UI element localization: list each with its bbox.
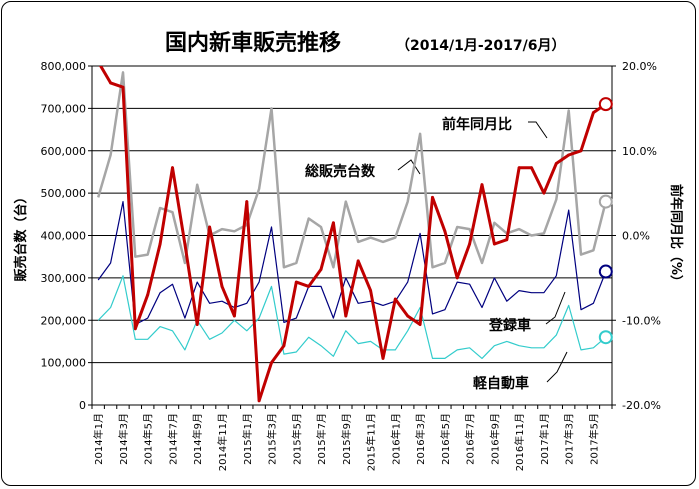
data-point — [270, 361, 273, 365]
data-point — [282, 344, 286, 348]
series-line-前年同月比 — [98, 66, 607, 403]
data-point — [146, 293, 150, 297]
series-line-軽自動車 — [97, 275, 607, 359]
data-point — [592, 111, 595, 115]
x-tick-label: 2014年11月 — [216, 413, 229, 471]
x-tick-label: 2015年9月 — [340, 413, 353, 465]
x-tick-label: 2015年1月 — [241, 413, 254, 465]
y-tick-label-right: -10.0% — [622, 314, 661, 327]
data-point — [579, 149, 583, 153]
y-tick-label-left: 300,000 — [41, 272, 87, 285]
x-tick-label: 2014年7月 — [166, 413, 179, 465]
label-yoy: 前年同月比 — [442, 116, 512, 133]
y-tick-label-right: 0.0% — [622, 230, 650, 243]
y-tick-label-left: 200,000 — [41, 314, 87, 327]
x-tick-label: 2015年7月 — [315, 413, 328, 465]
data-point — [418, 323, 422, 326]
x-tick-label: 2016年7月 — [464, 413, 477, 465]
y-tick-label-left: 500,000 — [41, 187, 87, 200]
data-point — [344, 314, 348, 318]
data-point — [406, 314, 410, 318]
data-point — [492, 242, 496, 246]
data-point — [332, 221, 335, 225]
x-tick-label: 2016年5月 — [439, 413, 452, 465]
y-tick-label-left: 800,000 — [41, 60, 87, 73]
data-point — [294, 280, 298, 284]
data-point — [393, 297, 397, 301]
x-tick-label: 2014年1月 — [92, 413, 105, 465]
label-kei: 軽自動車 — [473, 375, 529, 392]
end-marker-前年同月比 — [598, 97, 613, 112]
data-point — [133, 327, 137, 331]
data-point — [195, 323, 199, 326]
data-point — [431, 195, 434, 199]
data-point — [468, 242, 472, 246]
series-group — [97, 60, 608, 403]
leader-kei — [546, 351, 568, 383]
data-point — [121, 85, 125, 89]
data-point — [554, 162, 558, 165]
y-tick-label-left: 100,000 — [41, 357, 87, 370]
leader-total — [397, 159, 421, 175]
y-tick-label-left: 600,000 — [41, 145, 87, 158]
x-tick-label: 2016年3月 — [414, 413, 427, 465]
data-point — [480, 183, 484, 187]
data-point — [257, 399, 261, 403]
y-tick-label-left: 400,000 — [41, 230, 87, 243]
chart-subtitle: （2014/1月-2017/6月） — [396, 38, 565, 54]
label-total-sales: 総販売台数 — [305, 163, 376, 180]
x-tick-label: 2014年3月 — [117, 413, 130, 465]
data-point — [567, 153, 571, 157]
y-axis-title-right: 前年同月比（%） — [668, 184, 684, 288]
x-tick-label: 2014年9月 — [191, 413, 204, 465]
x-tick-label: 2014年5月 — [142, 413, 155, 465]
data-point — [220, 284, 224, 288]
plot-area: 0 100,000 200,000 300,000 400,000 500,000 600,… — [41, 60, 661, 471]
data-point — [109, 81, 112, 85]
end-marker-登録車 — [598, 264, 613, 279]
data-point — [319, 268, 323, 271]
x-tick-label: 2017年3月 — [563, 413, 576, 465]
data-point — [369, 289, 372, 292]
x-tick-label: 2017年5月 — [587, 413, 600, 465]
data-point — [517, 166, 521, 170]
data-point — [443, 229, 447, 233]
data-point — [307, 284, 311, 288]
data-point — [505, 238, 509, 242]
leader-yoy — [528, 121, 548, 139]
x-tick-label: 2016年9月 — [488, 413, 501, 465]
y-tick-label-right: 10.0% — [622, 145, 657, 158]
label-registered: 登録車 — [488, 317, 531, 334]
x-tick-label: 2016年11月 — [513, 413, 526, 471]
x-tick-label: 2016年1月 — [389, 413, 402, 465]
chart-title: 国内新車販売推移 — [165, 30, 341, 56]
data-point — [183, 242, 187, 246]
data-point — [381, 356, 385, 360]
data-point — [232, 314, 236, 318]
end-marker-軽自動車 — [598, 330, 613, 345]
leader-registered — [545, 291, 566, 325]
y-axis-title-left: 販売台数（台） — [13, 190, 29, 281]
data-point — [356, 259, 360, 263]
y-tick-label-left: 0 — [79, 399, 86, 412]
y-tick-label-left: 700,000 — [41, 102, 87, 115]
x-tick-label: 2017年1月 — [538, 413, 551, 465]
data-point — [97, 60, 100, 63]
end-marker-総販売台数 — [598, 194, 613, 209]
series-line-総販売台数 — [97, 71, 608, 269]
leader-lines — [397, 121, 568, 383]
data-point — [208, 225, 212, 229]
data-point — [171, 166, 174, 170]
x-tick-label: 2015年5月 — [290, 413, 303, 465]
data-point — [455, 276, 459, 280]
x-tick-label: 2015年3月 — [266, 413, 279, 465]
data-point — [542, 191, 546, 195]
x-tick-label: 2015年11月 — [365, 413, 378, 471]
y-tick-label-right: 20.0% — [622, 60, 657, 73]
y-tick-label-right: -20.0% — [622, 399, 661, 412]
data-point — [158, 242, 162, 246]
data-point — [245, 200, 249, 204]
data-point — [530, 166, 533, 170]
